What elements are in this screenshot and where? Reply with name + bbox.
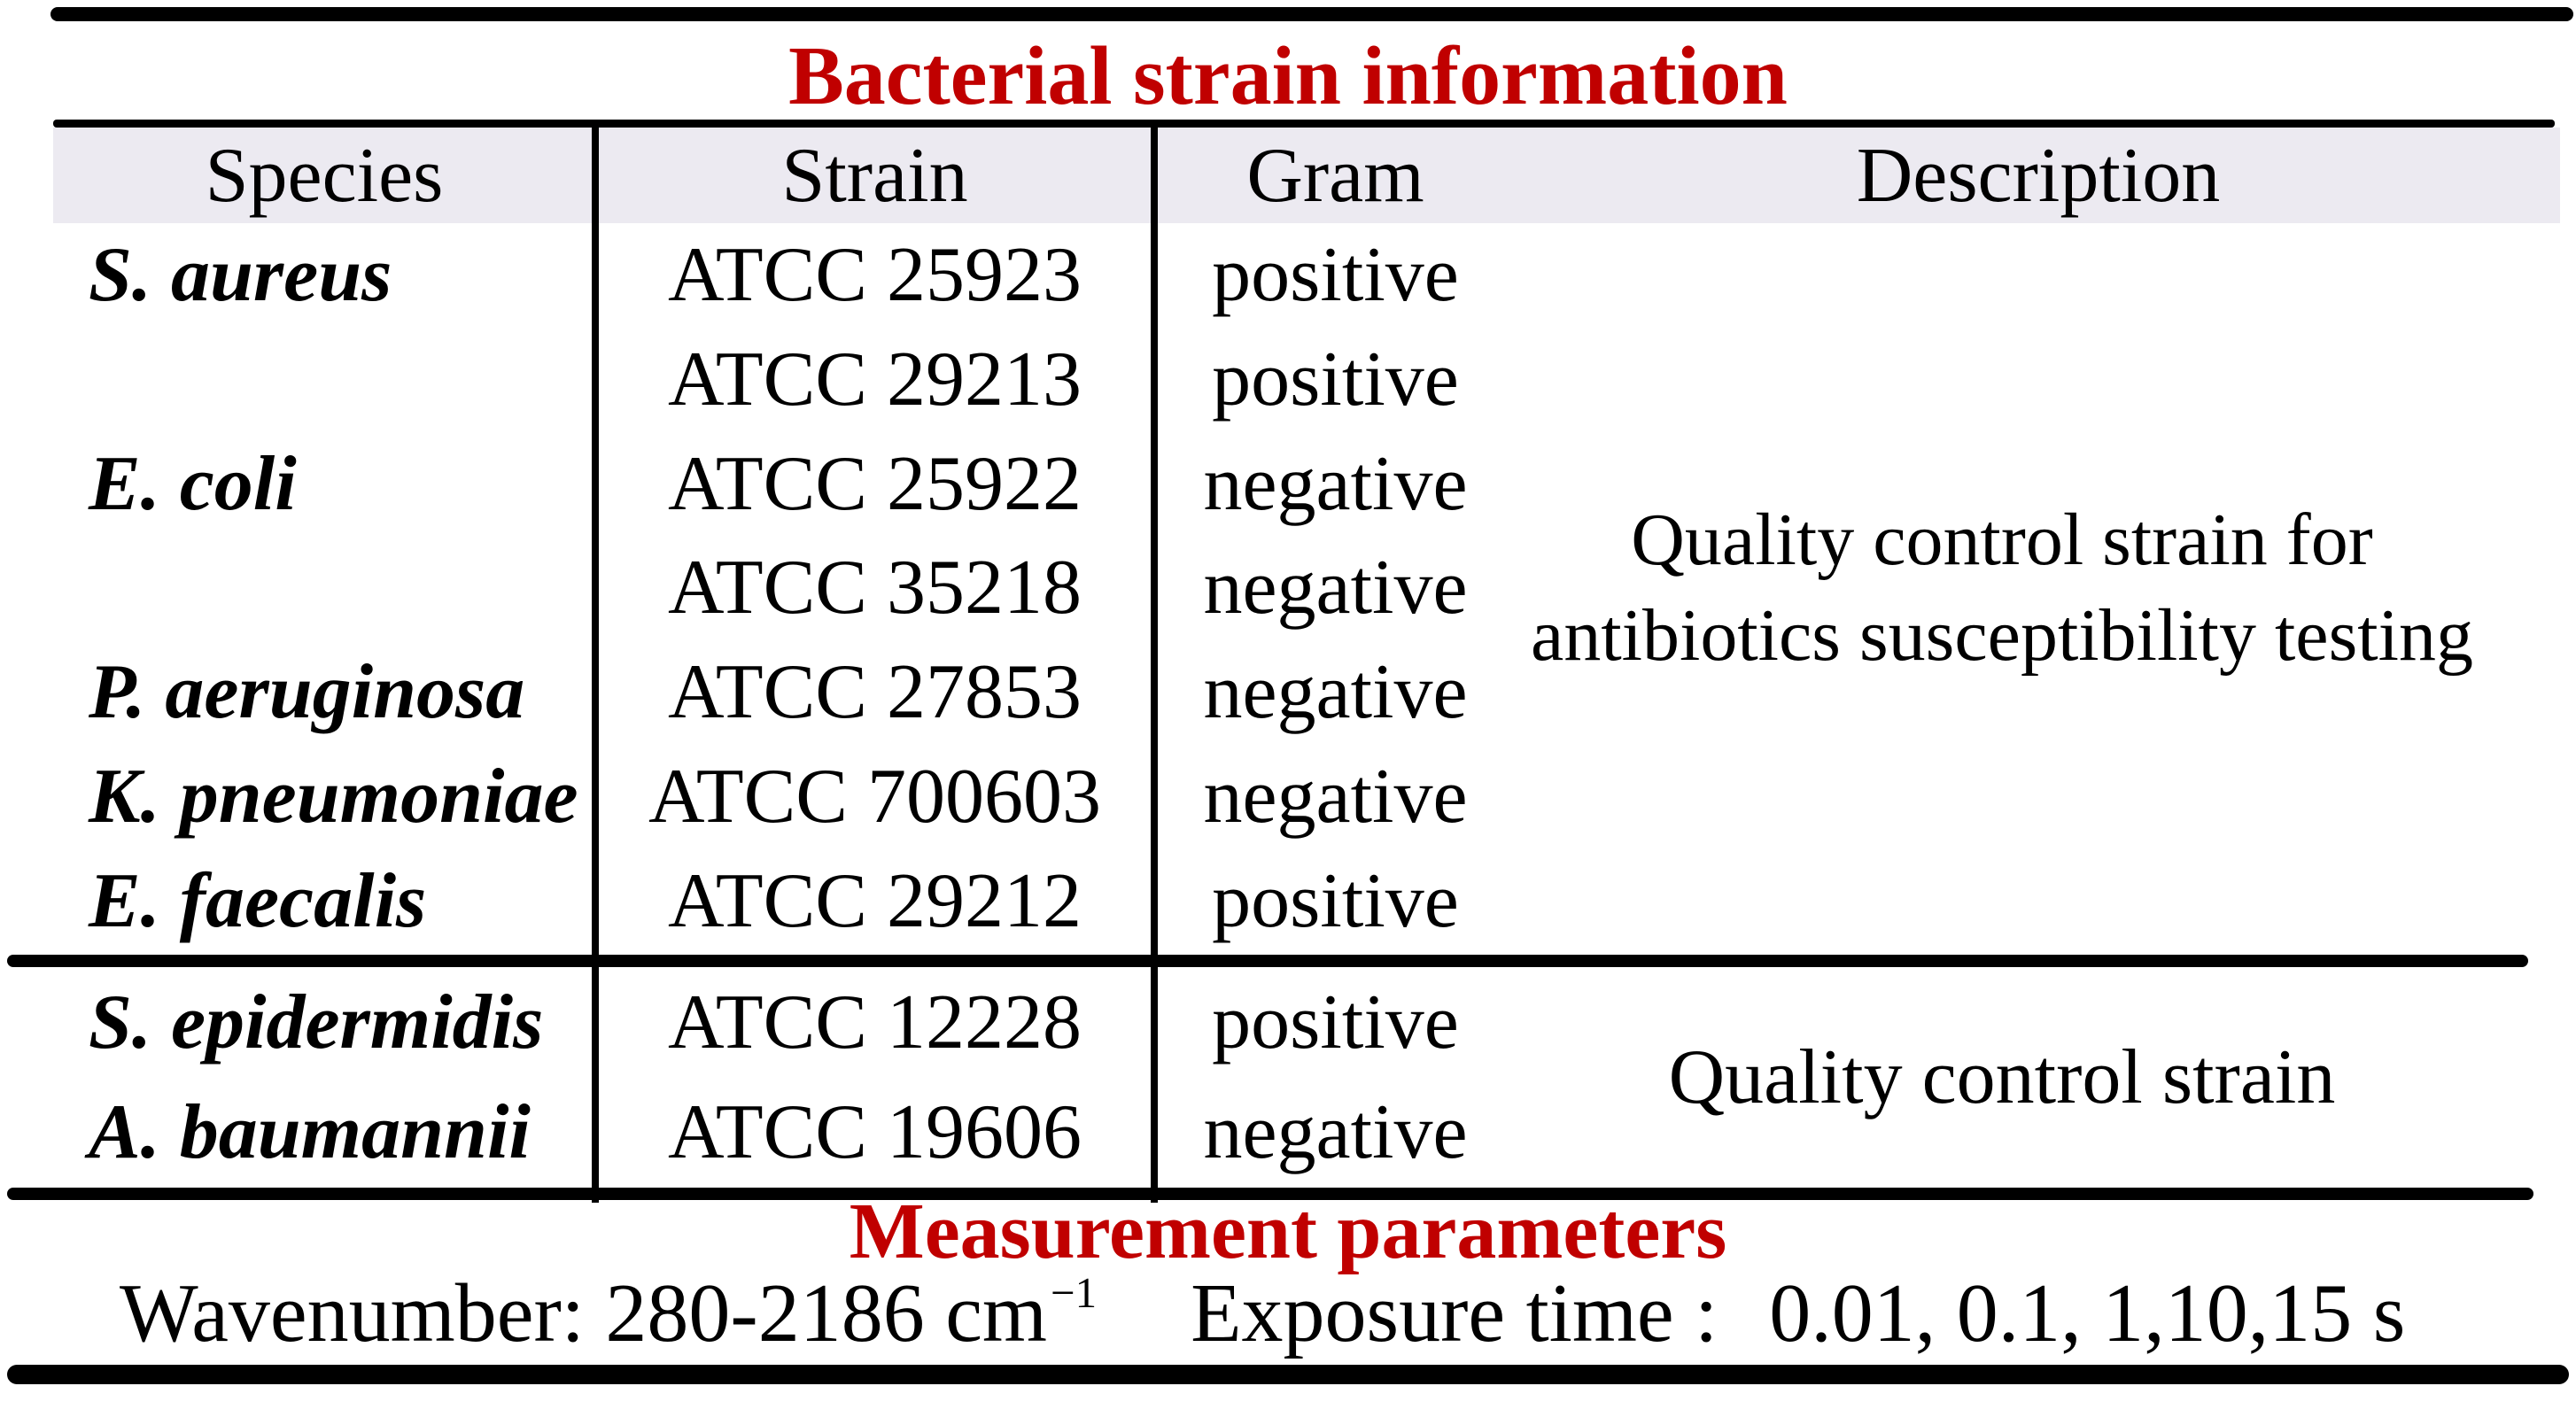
gram-cell: positive: [1212, 857, 1459, 944]
strain-cell: ATCC 29213: [668, 337, 1082, 423]
header-top-rule: [53, 120, 2555, 128]
table-row: ATCC 35218 negative: [53, 536, 2560, 640]
table-body-qc: S. epidermidis ATCC 12228 positive A. ba…: [53, 967, 2560, 1188]
description-line-1: Quality control strain for: [1631, 499, 2373, 582]
measurement-top-rule: [7, 1188, 2533, 1200]
strain-cell: ATCC 25922: [668, 440, 1082, 527]
species-cell: A. baumannii: [89, 1089, 531, 1176]
bottom-rule: [7, 1365, 2569, 1384]
description-merged-cell: Quality control strain for antibiotics s…: [1488, 223, 2516, 953]
column-divider-species-strain: [592, 128, 599, 1203]
table-row: S. epidermidis ATCC 12228 positive: [53, 967, 2560, 1078]
gram-cell: negative: [1203, 440, 1468, 527]
table-body-main: S. aureus ATCC 25923 positive ATCC 29213…: [53, 223, 2560, 953]
gram-cell: negative: [1203, 649, 1468, 736]
gram-cell: negative: [1203, 753, 1468, 840]
species-cell: E. faecalis: [89, 857, 427, 944]
gram-cell: positive: [1212, 337, 1459, 423]
header-species: Species: [205, 132, 444, 219]
table-row: ATCC 29213 positive: [53, 328, 2560, 432]
description-line-2: antibiotics susceptibility testing: [1531, 594, 2473, 677]
gram-cell: negative: [1203, 1089, 1468, 1176]
species-cell: E. coli: [89, 440, 297, 527]
species-cell: K. pneumoniae: [89, 753, 578, 840]
strain-cell: ATCC 25923: [668, 232, 1082, 319]
strain-cell: ATCC 27853: [668, 649, 1082, 736]
table-title: Bacterial strain information: [788, 30, 1788, 122]
strain-cell: ATCC 700603: [648, 753, 1101, 840]
section-divider-rule: [7, 955, 2528, 967]
table-row: S. aureus ATCC 25923 positive: [53, 223, 2560, 328]
table-row: P. aeruginosa ATCC 27853 negative: [53, 640, 2560, 745]
exposure-time-label: Exposure time :: [1191, 1267, 1719, 1359]
species-cell: P. aeruginosa: [89, 649, 525, 736]
column-divider-strain-gram: [1151, 128, 1158, 1203]
header-strain: Strain: [781, 132, 968, 219]
wavenumber-parameter: Wavenumber: 280-2186 cm−1: [120, 1266, 1097, 1361]
header-description: Description: [1856, 132, 2221, 219]
species-cell: S. aureus: [89, 232, 392, 319]
table-row: K. pneumoniae ATCC 700603 negative: [53, 745, 2560, 849]
wavenumber-text: Wavenumber: 280-2186 cm: [120, 1267, 1048, 1359]
top-rule: [50, 7, 2573, 21]
strain-cell: ATCC 35218: [668, 545, 1082, 631]
table-row: A. baumannii ATCC 19606 negative: [53, 1078, 2560, 1189]
header-gram: Gram: [1246, 132, 1424, 219]
exposure-time-value: 0.01, 0.1, 1,10,15 s: [1769, 1267, 2406, 1359]
strain-cell: ATCC 29212: [668, 857, 1082, 944]
table-row: E. coli ATCC 25922 negative: [53, 431, 2560, 536]
measurement-section-title: Measurement parameters: [849, 1187, 1727, 1275]
species-cell: S. epidermidis: [89, 979, 544, 1065]
qc-description-merged-cell: Quality control strain: [1668, 1034, 2336, 1120]
measurement-parameters-row: Wavenumber: 280-2186 cm−1 Exposure time …: [0, 1264, 2576, 1363]
wavenumber-superscript: −1: [1051, 1267, 1098, 1317]
strain-cell: ATCC 19606: [668, 1089, 1082, 1176]
table-header-row: Species Strain Gram Description: [53, 128, 2560, 223]
gram-cell: positive: [1212, 232, 1459, 319]
gram-cell: positive: [1212, 979, 1459, 1065]
table-row: E. faecalis ATCC 29212 positive: [53, 848, 2560, 953]
gram-cell: negative: [1203, 545, 1468, 631]
strain-cell: ATCC 12228: [668, 979, 1082, 1065]
